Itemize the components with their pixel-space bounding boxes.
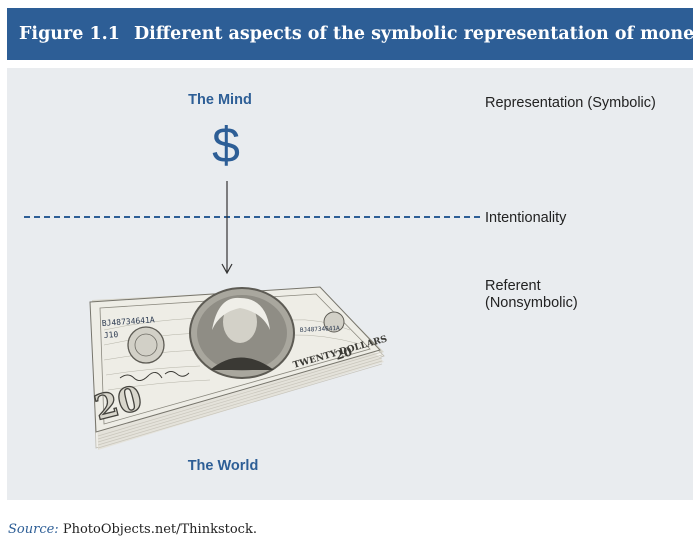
- world-label: The World: [187, 458, 259, 474]
- source-text: PhotoObjects.net/Thinkstock.: [62, 522, 257, 537]
- serial-number-right: BJ48734641A: [300, 325, 340, 334]
- source-caption: Source: PhotoObjects.net/Thinkstock.: [8, 522, 257, 537]
- treasury-seal: [127, 326, 165, 364]
- mind-label: The Mind: [188, 92, 252, 108]
- serial-number: BJ48734641A: [102, 315, 156, 328]
- referent-label: Referent (Nonsymbolic): [485, 278, 578, 312]
- corner-numeral: 20: [334, 344, 354, 362]
- source-label: Source:: [8, 522, 59, 537]
- reference-arrowhead: [221, 263, 233, 275]
- signature-scribble: [119, 372, 163, 381]
- referent-label-line1: Referent: [485, 278, 541, 294]
- banknote-stack-image: 20 BJ48734641A J10 BJ48734641A TWENTY DO…: [89, 286, 388, 450]
- intentionality-dashed-line: [24, 216, 480, 218]
- figure-number: Figure 1.1: [19, 24, 120, 44]
- series-code: J10: [104, 330, 119, 340]
- representation-label: Representation (Symbolic): [485, 95, 656, 111]
- figure-header: Figure 1.1 Different aspects of the symbo…: [7, 8, 697, 60]
- referent-label-line2: (Nonsymbolic): [485, 295, 578, 311]
- dollar-sign-symbol: $: [212, 117, 240, 173]
- intentionality-label: Intentionality: [485, 210, 567, 226]
- figure-title: Different aspects of the symbolic repres…: [133, 24, 697, 44]
- stack-page-edges: [97, 351, 383, 449]
- denomination-numeral: 20: [91, 378, 147, 428]
